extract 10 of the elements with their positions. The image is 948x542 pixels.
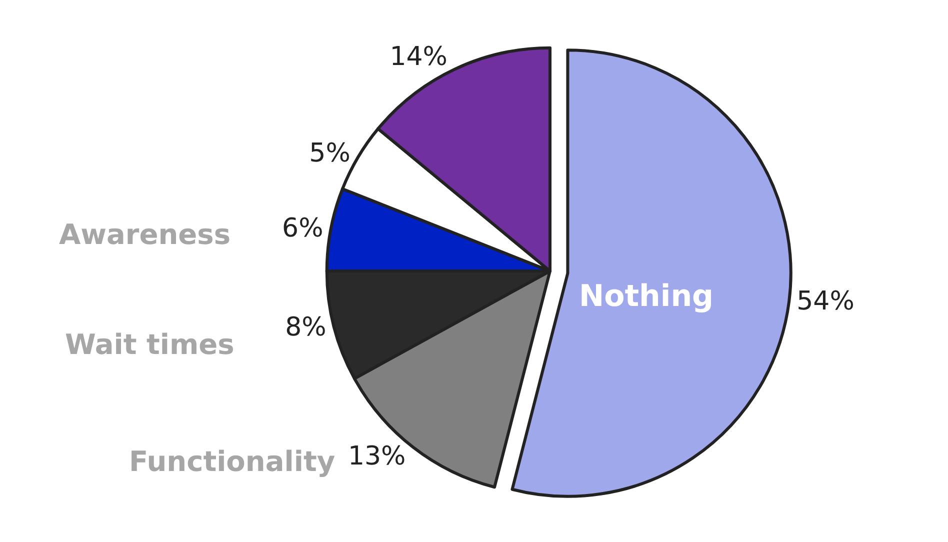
data-label: 13% [348, 442, 406, 472]
data-label: 5% [309, 138, 350, 169]
slice-label: Functionality [129, 445, 336, 478]
data-label: 14% [390, 42, 448, 72]
slice-label: Nothing [579, 279, 714, 314]
data-label: 6% [282, 214, 324, 244]
slice-label: Wait times [65, 328, 234, 361]
slice-label: Awareness [59, 218, 230, 251]
data-label: 54% [796, 286, 854, 316]
data-label: 8% [285, 312, 326, 342]
